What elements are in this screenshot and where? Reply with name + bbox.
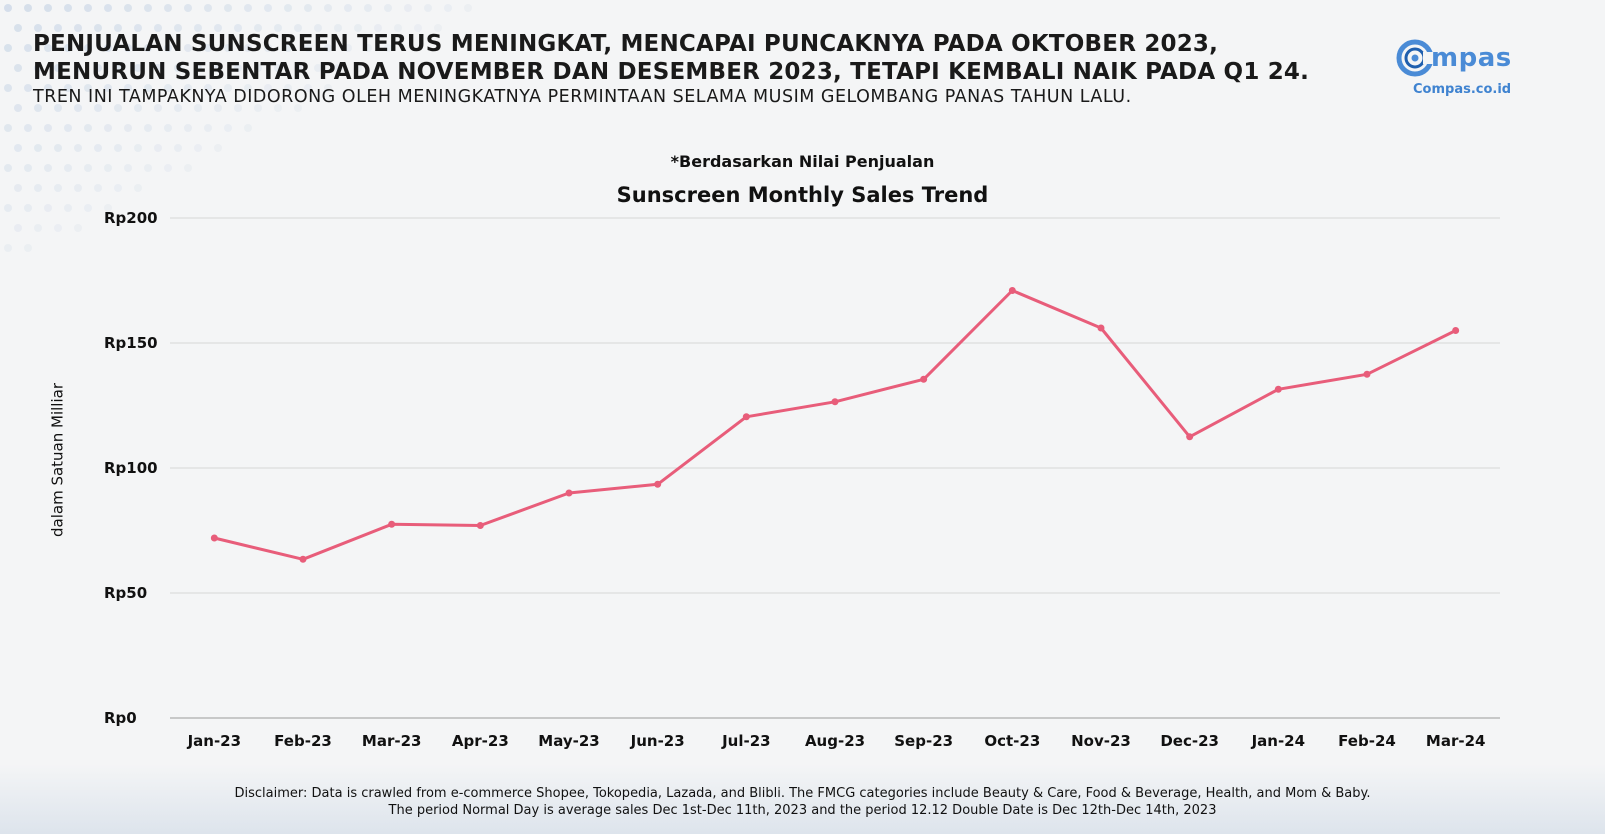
footer-band: [0, 764, 1605, 834]
y-tick-label: Rp150: [104, 334, 158, 352]
data-point: [654, 480, 662, 488]
x-tick-label: Jun-23: [630, 732, 685, 750]
data-point: [299, 555, 307, 563]
x-tick-label: Dec-23: [1160, 732, 1219, 750]
data-point: [388, 520, 396, 528]
x-tick-label: Aug-23: [805, 732, 865, 750]
disclaimer-line-2: The period Normal Day is average sales D…: [388, 803, 1217, 818]
x-tick-label: Jan-23: [187, 732, 241, 750]
data-point: [920, 375, 928, 383]
compas-logo-icon: [1396, 39, 1435, 77]
data-point: [1097, 324, 1105, 332]
x-tick-label: Mar-24: [1426, 732, 1486, 750]
data-point: [1452, 327, 1460, 334]
x-tick-label: Jan-24: [1251, 732, 1305, 750]
headline-block: PENJUALAN SUNSCREEN TERUS MENINGKAT, MEN…: [33, 30, 1353, 108]
data-point: [1274, 385, 1282, 393]
x-tick-label: May-23: [538, 732, 599, 750]
x-tick-label: Nov-23: [1071, 732, 1131, 750]
x-tick-label: Oct-23: [984, 732, 1040, 750]
chart-title: Sunscreen Monthly Sales Trend: [616, 183, 989, 207]
x-tick-label: Feb-24: [1338, 732, 1396, 750]
data-point: [1363, 370, 1371, 378]
x-tick-label: Jul-23: [721, 732, 771, 750]
data-point: [1008, 287, 1016, 294]
data-point: [565, 489, 573, 497]
disclaimer: Disclaimer: Data is crawled from e-comme…: [0, 785, 1605, 819]
data-point: [1186, 433, 1194, 441]
x-tick-label: Sep-23: [894, 732, 953, 750]
data-point: [742, 413, 750, 421]
disclaimer-line-1: Disclaimer: Data is crawled from e-comme…: [234, 786, 1371, 801]
logo-wordmark: mpas: [1431, 43, 1512, 73]
x-tick-label: Mar-23: [362, 732, 422, 750]
data-point: [831, 398, 839, 406]
brand-logo: mpas Compas.co.id: [1395, 38, 1525, 97]
y-tick-label: Rp0: [104, 709, 137, 727]
brand-site: Compas.co.id: [1413, 82, 1512, 97]
subheadline: TREN INI TAMPAKNYA DIDORONG OLEH MENINGK…: [33, 87, 1132, 107]
data-point: [210, 534, 218, 542]
y-tick-label: Rp100: [104, 459, 158, 477]
x-tick-label: Apr-23: [452, 732, 509, 750]
headline-line-1: PENJUALAN SUNSCREEN TERUS MENINGKAT, MEN…: [33, 31, 1219, 57]
headline-line-2: MENURUN SEBENTAR PADA NOVEMBER DAN DESEM…: [33, 59, 1310, 85]
x-tick-label: Feb-23: [274, 732, 332, 750]
series-line: [212, 289, 1458, 561]
data-point: [476, 522, 484, 529]
chart-note: *Berdasarkan Nilai Penjualan: [670, 152, 935, 171]
y-tick-label: Rp200: [104, 209, 158, 227]
y-tick-label: Rp50: [104, 584, 147, 602]
